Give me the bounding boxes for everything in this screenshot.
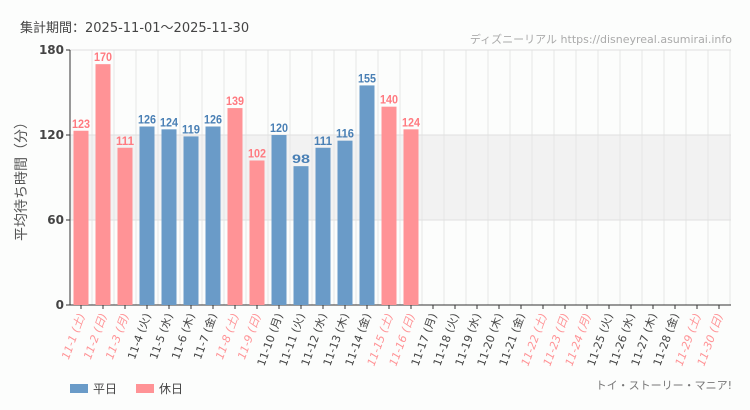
data-label: 126 (138, 113, 156, 127)
attraction-name: トイ・ストーリー・マニア! (595, 379, 732, 392)
bar (95, 64, 111, 306)
bar (293, 166, 309, 305)
bar (161, 129, 177, 305)
legend-label: 休日 (159, 382, 184, 396)
data-label: 102 (248, 147, 266, 161)
data-label: 170 (94, 50, 112, 64)
legend-weekday: 平日 (70, 380, 117, 397)
y-tick-label: 60 (47, 213, 64, 227)
data-label: 111 (116, 134, 134, 148)
data-label: 126 (204, 113, 222, 127)
bar (359, 85, 375, 306)
bar (117, 147, 133, 305)
bar (315, 147, 331, 305)
y-tick-label: 120 (39, 128, 64, 142)
bar (73, 130, 89, 305)
period-text: 集計期間：2025-11-01～2025-11-30 (20, 21, 250, 36)
data-label: 119 (182, 122, 200, 136)
bar (381, 106, 397, 306)
bar (337, 140, 353, 305)
data-label: 116 (336, 127, 354, 141)
legend-label: 平日 (93, 382, 118, 396)
bar (271, 135, 287, 305)
data-label: 155 (358, 71, 376, 85)
data-label: 98 (292, 152, 310, 166)
legend-swatch (70, 384, 88, 393)
bar (227, 108, 243, 305)
bar (139, 126, 155, 305)
data-label: 140 (380, 93, 398, 107)
data-label: 123 (72, 117, 90, 131)
data-label: 111 (314, 134, 332, 148)
bar (205, 126, 221, 305)
y-tick-label: 180 (39, 43, 64, 57)
legend-holiday: 休日 (136, 380, 183, 397)
bar (403, 129, 419, 305)
data-label: 124 (160, 115, 178, 129)
data-label: 120 (270, 121, 288, 135)
legend-swatch (136, 384, 154, 393)
data-label: 139 (226, 94, 244, 108)
y-tick-label: 0 (56, 298, 64, 312)
data-label: 124 (402, 115, 420, 129)
bar (183, 136, 199, 305)
bar (249, 160, 265, 305)
site-credit: ディズニーリアル https://disneyreal.asumirai.inf… (469, 33, 732, 46)
